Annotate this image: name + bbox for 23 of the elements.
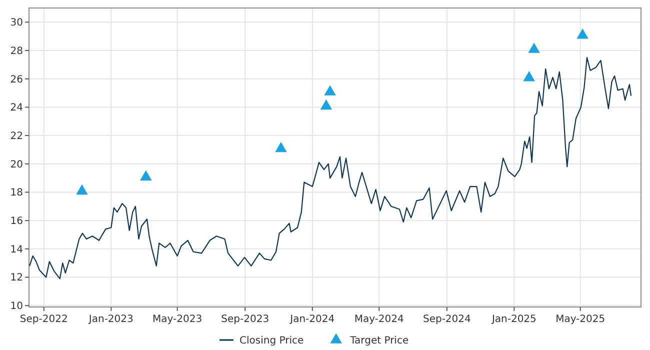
y-tick-label: 20 [10,159,23,170]
legend-label: Target Price [349,336,409,346]
x-tick-label: Sep-2022 [20,314,68,325]
y-tick-label: 24 [10,102,23,114]
y-tick-label: 16 [10,216,23,228]
y-tick-label: 12 [10,272,23,284]
y-tick-label: 28 [10,46,23,58]
x-tick-label: Sep-2024 [422,314,471,325]
y-tick-label: 10 [10,301,23,312]
line-series [29,57,632,280]
x-tick-label: Jan-2025 [490,314,536,325]
x-tick-label: Jan-2024 [289,314,335,325]
y-tick-label: 30 [10,18,23,29]
x-tick-label: Sep-2023 [221,314,270,325]
x-tick-label: Jan-2023 [88,314,134,325]
y-tick-label: 22 [10,131,23,142]
y-tick-label: 18 [10,188,23,199]
x-tick-label: May-2025 [556,314,606,325]
x-tick-label: May-2024 [354,314,404,325]
y-tick-label: 26 [10,74,23,86]
y-tick-label: 14 [10,244,23,256]
x-tick-label: May-2023 [152,314,202,325]
legend-label: Closing Price [240,336,304,346]
